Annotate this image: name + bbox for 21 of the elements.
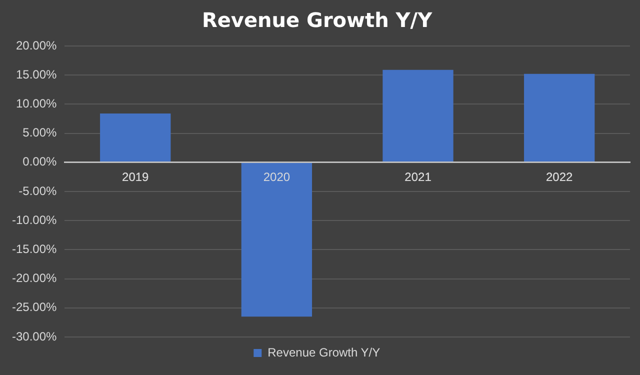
- bar: [241, 162, 312, 317]
- x-tick-label: 2019: [122, 170, 150, 184]
- y-tick-label: -25.00%: [12, 300, 58, 314]
- y-tick-label: -30.00%: [12, 329, 58, 344]
- y-tick-label: 0.00%: [22, 154, 58, 169]
- x-tick-label: 2020: [263, 170, 290, 184]
- y-tick-label: 20.00%: [16, 38, 58, 52]
- x-tick-label: 2021: [404, 170, 432, 184]
- y-tick-label: 15.00%: [16, 67, 58, 82]
- y-tick-label: 5.00%: [22, 126, 58, 140]
- bar: [100, 114, 171, 162]
- x-tick-label: 2022: [546, 170, 574, 184]
- y-tick-label: -10.00%: [12, 212, 58, 227]
- y-tick-label: -20.00%: [12, 271, 58, 286]
- y-tick-label: -15.00%: [12, 242, 58, 256]
- y-tick-label: 10.00%: [16, 96, 58, 111]
- y-tick-label: -5.00%: [18, 184, 58, 198]
- chart-title: Revenue Growth Y/Y: [202, 8, 433, 32]
- bar: [382, 70, 454, 162]
- legend-label: Revenue Growth Y/Y: [268, 345, 380, 360]
- bar: [524, 74, 595, 162]
